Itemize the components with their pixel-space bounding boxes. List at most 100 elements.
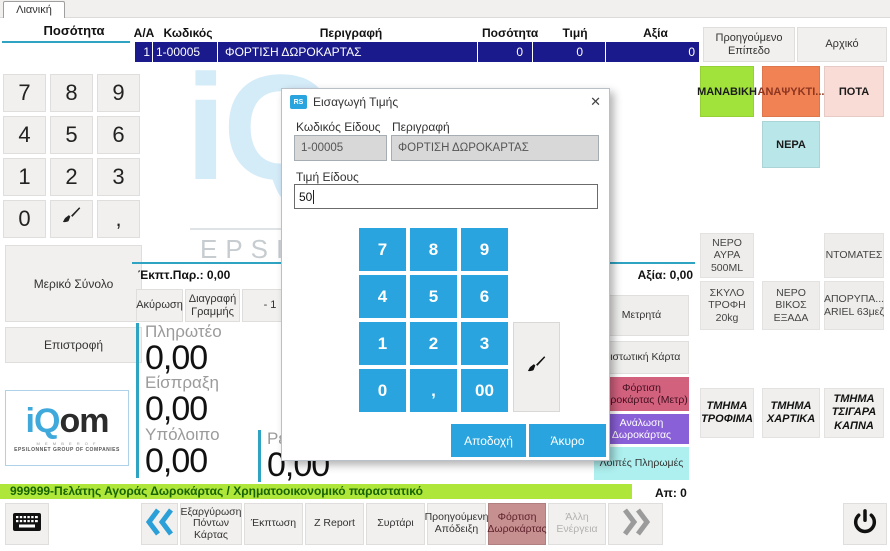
- col-header-value: Αξία: [643, 26, 668, 40]
- keyboard-button[interactable]: [5, 503, 49, 545]
- department-trofima[interactable]: ΤΜΗΜΑ ΤΡΟΦΙΜΑ: [700, 388, 754, 438]
- dialog-title: Εισαγωγή Τιμής: [313, 95, 399, 109]
- product-nero-vikos[interactable]: ΝΕΡΟ ΒΙΚΟΣ ΕΞΑΔΑ: [762, 281, 820, 330]
- department-xartika[interactable]: ΤΜΗΜΑ ΧΑΡΤΙΚΑ: [762, 388, 820, 438]
- col-header-price: Τιμή: [562, 26, 588, 40]
- tab-retail[interactable]: Λιανική: [3, 1, 65, 18]
- numpad-key-3[interactable]: 3: [97, 158, 140, 196]
- giftcard-load-footer-button[interactable]: Φόρτιση Δωροκάρτας: [487, 503, 547, 545]
- dialog-clear-button[interactable]: [513, 322, 560, 412]
- dialog-key-2[interactable]: 2: [410, 322, 457, 365]
- numpad-key-5[interactable]: 5: [50, 116, 93, 154]
- double-chevron-left-icon: [145, 507, 174, 541]
- previous-level-button[interactable]: Προηγούμενο Επίπεδο: [703, 27, 795, 62]
- subtotal-button[interactable]: Μερικό Σύνολο: [5, 245, 142, 322]
- power-button[interactable]: [843, 503, 887, 545]
- quantity-header: Ποσότητα: [43, 23, 105, 38]
- app-rs-icon: RS: [290, 95, 307, 109]
- numpad-key-1[interactable]: 1: [3, 158, 46, 196]
- category-manaviki[interactable]: ΜΑΝΑΒΙΚΗ: [697, 66, 757, 117]
- other-action-button[interactable]: Άλλη Ενέργεια: [548, 503, 606, 545]
- logo-group-text: EPSILONNET GROUP OF COMPANIES: [14, 446, 120, 453]
- iqom-logo: iQom M E M B E R O F EPSILONNET GROUP OF…: [5, 390, 129, 466]
- dialog-key-00[interactable]: 00: [461, 369, 508, 412]
- product-skylotrofi[interactable]: ΣΚΥΛΟ ΤΡΟΦΗ 20kg: [700, 281, 754, 330]
- dialog-key-comma[interactable]: ,: [410, 369, 457, 412]
- numpad-key-0[interactable]: 0: [3, 200, 46, 238]
- dialog-key-9[interactable]: 9: [461, 228, 508, 271]
- description-field: ΦΟΡΤΙΣΗ ΔΩΡΟΚΑΡΤΑΣ: [391, 135, 599, 161]
- dialog-key-6[interactable]: 6: [461, 275, 508, 318]
- numpad-key-9[interactable]: 9: [97, 74, 140, 112]
- col-header-quantity: Ποσότητα: [482, 26, 539, 40]
- table-row[interactable]: 1 1-00005 ΦΟΡΤΙΣΗ ΔΩΡΟΚΑΡΤΑΣ 0 0 0: [135, 42, 699, 62]
- cell-description: ΦΟΡΤΙΣΗ ΔΩΡΟΚΑΡΤΑΣ: [218, 42, 478, 62]
- accept-button[interactable]: Αποδοχή: [451, 424, 526, 457]
- text-caret: [313, 189, 315, 204]
- amount-payable: Πληρωτέο 0,00: [136, 323, 263, 375]
- col-header-code: Κωδικός: [163, 26, 213, 40]
- dialog-title-bar[interactable]: RS Εισαγωγή Τιμής ✕: [282, 89, 609, 115]
- drawer-button[interactable]: Συρτάρι: [366, 503, 425, 545]
- department-tsigara[interactable]: ΤΜΗΜΑ ΤΣΙΓΑΡΑ ΚΑΠΝΑ: [824, 388, 884, 438]
- close-icon[interactable]: ✕: [590, 94, 601, 109]
- customer-bar: 999999-Πελάτης Αγοράς Δωροκάρτας / Χρημα…: [0, 484, 632, 499]
- item-code-label: Κωδικός Είδους: [296, 120, 381, 134]
- price-entry-dialog: RS Εισαγωγή Τιμής ✕ Κωδικός Είδους Περιγ…: [281, 88, 610, 461]
- product-ariel[interactable]: ΑΠΟΡΥΠΑ... ARIEL 63μεζ: [824, 281, 884, 330]
- home-button[interactable]: Αρχικό: [797, 27, 887, 62]
- col-header-description: Περιγραφή: [319, 26, 383, 40]
- cell-line-number: 1: [135, 42, 153, 62]
- iqom-logo-text: iQom: [25, 401, 110, 440]
- power-icon: [851, 508, 879, 540]
- value-total-label: Αξία: 0,00: [637, 268, 693, 282]
- return-button[interactable]: Επιστροφή: [5, 327, 142, 363]
- numpad-key-4[interactable]: 4: [3, 116, 46, 154]
- category-pota[interactable]: ΠΟΤΑ: [824, 66, 884, 117]
- numpad-key-6[interactable]: 6: [97, 116, 140, 154]
- dialog-key-5[interactable]: 5: [410, 275, 457, 318]
- discount-button[interactable]: Έκπτωση: [244, 503, 303, 545]
- dialog-key-4[interactable]: 4: [359, 275, 406, 318]
- z-report-button[interactable]: Z Report: [305, 503, 364, 545]
- tab-strip: Λιανική: [0, 0, 890, 18]
- product-ntomates[interactable]: ΝΤΟΜΑΤΕΣ: [824, 233, 884, 278]
- numpad-key-7[interactable]: 7: [3, 74, 46, 112]
- cancel-button[interactable]: Ακύρωση: [136, 289, 183, 322]
- category-nera[interactable]: ΝΕΡΑ: [762, 121, 820, 168]
- dialog-key-8[interactable]: 8: [410, 228, 457, 271]
- numpad-key-8[interactable]: 8: [50, 74, 93, 112]
- left-numpad: 7 8 9 4 5 6 1 2 3 0 ,: [3, 74, 140, 238]
- previous-receipt-button[interactable]: Προηγούμενη Απόδειξη: [425, 503, 488, 545]
- amount-received: Είσπραξη 0,00: [136, 374, 263, 426]
- cell-quantity: 0: [478, 42, 533, 62]
- dialog-key-1[interactable]: 1: [359, 322, 406, 365]
- scroll-left-button[interactable]: [141, 503, 178, 545]
- cancel-dialog-button[interactable]: Άκυρο: [529, 424, 606, 457]
- redeem-points-button[interactable]: Εξαργύρωση Πόντων Κάρτας: [180, 503, 242, 545]
- item-price-label: Τιμή Είδους: [296, 170, 359, 184]
- cell-item-code: 1-00005: [153, 42, 218, 62]
- item-price-input[interactable]: 50: [294, 184, 598, 209]
- logo-member-text: M E M B E R O F: [36, 440, 98, 446]
- dialog-key-0[interactable]: 0: [359, 369, 406, 412]
- col-header-aa: Α/Α: [133, 26, 155, 40]
- broom-icon: [526, 354, 548, 381]
- category-anapsyktika[interactable]: ΑΝΑΨΥΚΤΙ...: [758, 66, 824, 117]
- numpad-key-2[interactable]: 2: [50, 158, 93, 196]
- scroll-right-button[interactable]: [608, 503, 663, 545]
- product-nero-avra[interactable]: ΝΕΡΟ ΑΥΡΑ 500ML: [700, 233, 754, 278]
- receipt-count: Απ: 0: [655, 486, 687, 500]
- dialog-key-7[interactable]: 7: [359, 228, 406, 271]
- description-label: Περιγραφή: [392, 120, 450, 134]
- clear-key[interactable]: [50, 200, 93, 238]
- cell-value: 0: [688, 45, 695, 59]
- cell-price: 0: [533, 42, 606, 62]
- dialog-key-3[interactable]: 3: [461, 322, 508, 365]
- numpad-key-comma[interactable]: ,: [97, 200, 140, 238]
- item-code-field: 1-00005: [294, 135, 387, 161]
- double-chevron-right-icon: [622, 507, 650, 541]
- delete-line-button[interactable]: Διαγραφή Γραμμής: [185, 289, 240, 322]
- amount-balance: Υπόλοιπο 0,00: [136, 426, 263, 478]
